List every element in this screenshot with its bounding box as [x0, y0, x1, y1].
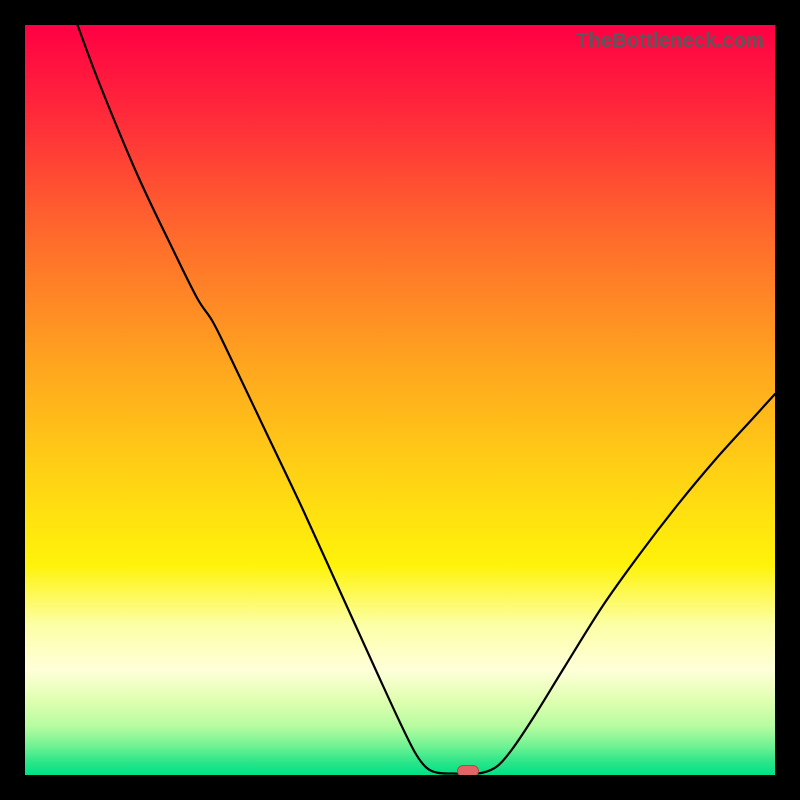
bottleneck-curve [25, 25, 775, 775]
sweet-spot-marker [457, 765, 479, 775]
plot-area [25, 25, 775, 775]
chart-container: TheBottleneck.com [0, 0, 800, 800]
watermark-text: TheBottleneck.com [576, 30, 764, 53]
